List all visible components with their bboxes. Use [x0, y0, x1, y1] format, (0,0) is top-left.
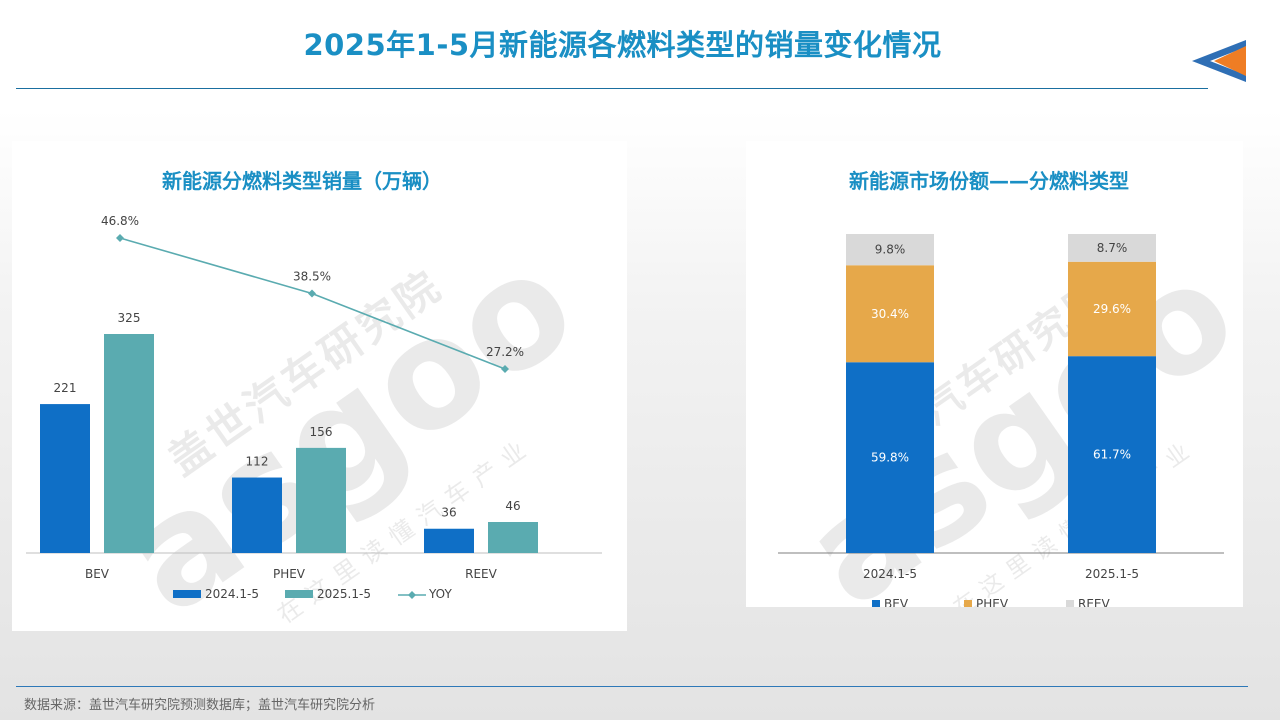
stack-segment-REEV — [1068, 234, 1156, 262]
data-label: 156 — [310, 425, 333, 439]
yoy-label: 46.8% — [101, 214, 139, 228]
yoy-label: 38.5% — [293, 269, 331, 283]
yoy-marker — [308, 289, 316, 298]
bar-2024.1-5-PHEV — [232, 477, 282, 553]
data-label: 112 — [246, 455, 269, 469]
yoy-marker — [501, 365, 509, 373]
yoy-marker — [116, 234, 124, 242]
bar-2025.1-5-PHEV — [296, 447, 346, 553]
legend-swatch-PHEV — [964, 600, 972, 607]
x-tick-label: 2024.1-5 — [863, 567, 917, 581]
page-title: 2025年1-5月新能源各燃料类型的销量变化情况 — [303, 28, 942, 62]
legend-label: YOY — [428, 587, 452, 601]
data-source-note: 数据来源：盖世汽车研究院预测数据库；盖世汽车研究院分析 — [24, 698, 376, 713]
legend-label: 2024.1-5 — [205, 587, 259, 601]
legend-swatch-2025 — [285, 590, 313, 598]
x-tick-label: 2025.1-5 — [1085, 567, 1139, 581]
segment-label: 59.8% — [871, 451, 909, 465]
segment-label: 61.7% — [1093, 448, 1131, 462]
stack-segment-PHEV — [846, 265, 934, 363]
chart-title: 新能源市场份额——分燃料类型 — [849, 169, 1129, 193]
stack-segment-BEV — [846, 362, 934, 553]
legend-label: PHEV — [976, 597, 1009, 607]
legend-label: 2025.1-5 — [317, 587, 371, 601]
legend-label: BEV — [884, 597, 909, 607]
bar-2024.1-5-REEV — [424, 528, 474, 553]
x-tick-label: PHEV — [273, 567, 306, 581]
segment-label: 30.4% — [871, 307, 909, 321]
data-label: 36 — [441, 506, 456, 520]
segment-label: 29.6% — [1093, 302, 1131, 316]
segment-label: 9.8% — [875, 243, 906, 257]
yoy-label: 27.2% — [486, 345, 524, 359]
title-divider — [16, 88, 1208, 89]
stack-segment-REEV — [846, 234, 934, 266]
stack-segment-BEV — [1068, 356, 1156, 553]
legend-label: REEV — [1078, 597, 1111, 607]
left-triangle-arrow-icon — [1192, 40, 1246, 82]
legend-yoy-marker — [408, 591, 416, 599]
legend-swatch-2024 — [173, 590, 201, 598]
bar-2025.1-5-REEV — [488, 522, 538, 553]
bar-2025.1-5-BEV — [104, 334, 154, 553]
legend-swatch-REEV — [1066, 600, 1074, 607]
data-label: 221 — [54, 381, 77, 395]
legend-swatch-BEV — [872, 600, 880, 607]
bar-2024.1-5-BEV — [40, 404, 90, 553]
chart-title: 新能源分燃料类型销量（万辆） — [162, 169, 442, 193]
data-label: 46 — [505, 499, 520, 513]
sales-chart-panel: 盖世汽车研究院 asgoo 在这里读懂汽车产业 新能源分燃料类型销量（万辆） 221 11… — [12, 141, 627, 631]
footer-divider — [16, 686, 1248, 687]
segment-label: 8.7% — [1097, 241, 1128, 255]
data-label: 325 — [118, 311, 141, 325]
x-tick-label: REEV — [465, 567, 498, 581]
x-tick-label: BEV — [85, 567, 110, 581]
stack-segment-PHEV — [1068, 261, 1156, 357]
